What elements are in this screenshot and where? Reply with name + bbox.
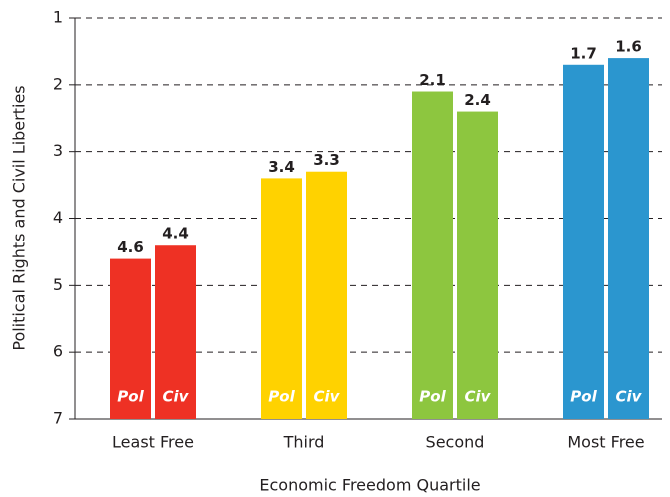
x-tick-label: Second [426,433,485,452]
value-label: 3.4 [268,158,295,176]
value-label: 2.4 [464,91,491,109]
y-tick-label: 1 [53,8,63,27]
bar-series-label: Pol [570,388,597,406]
bar [155,245,196,419]
bar [563,64,604,420]
bar [457,111,498,420]
x-tick-label: Most Free [567,433,644,452]
bar-series-label: Pol [268,388,295,406]
x-tick-label: Least Free [112,433,194,452]
value-label: 1.7 [570,44,597,62]
bar-series-label: Civ [465,388,492,406]
bar [412,91,453,420]
y-tick-label: 2 [53,74,63,93]
y-tick-label: 3 [53,141,63,160]
bar-series-label: Pol [117,388,144,406]
value-label: 4.6 [117,238,144,256]
x-axis-label: Economic Freedom Quartile [259,476,480,495]
bar-series-label: Pol [419,388,446,406]
value-label: 2.1 [419,71,446,89]
value-label: 3.3 [313,151,340,169]
bar-series-label: Civ [616,388,643,406]
y-tick-label: 5 [53,275,63,294]
y-tick-label: 4 [53,208,63,227]
bar-series-label: Civ [163,388,190,406]
x-tick-label: Third [283,433,325,452]
bar [110,258,151,419]
bar [261,178,302,419]
y-tick-label: 6 [53,342,63,361]
bar-series-label: Civ [314,388,341,406]
y-axis-label: Political Rights and Civil Liberties [10,85,29,350]
y-tick-label: 7 [53,409,63,428]
bar [608,58,649,419]
bar [306,171,347,419]
value-label: 4.4 [162,225,189,243]
value-label: 1.6 [615,38,642,56]
